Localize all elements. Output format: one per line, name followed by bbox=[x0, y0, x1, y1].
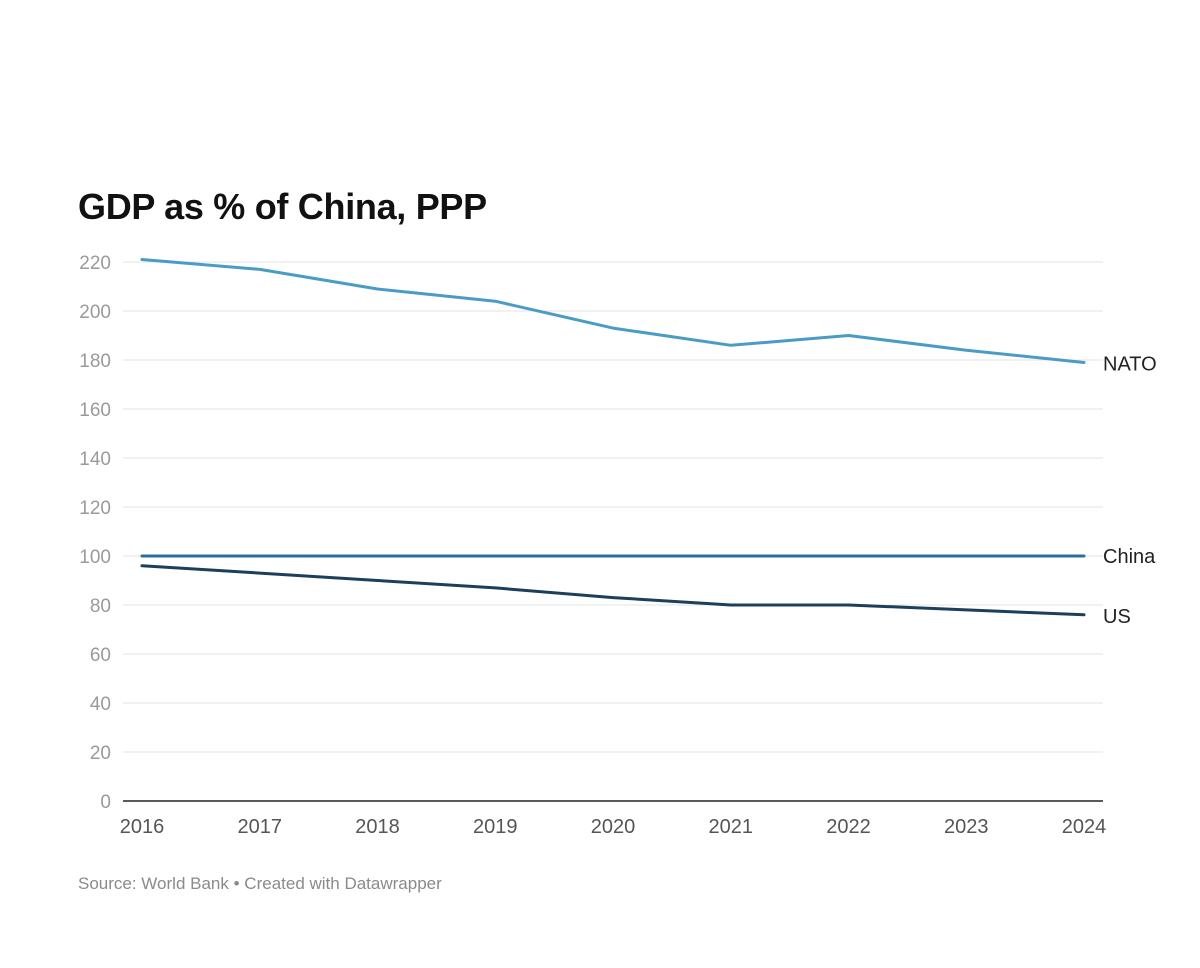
y-tick-label: 100 bbox=[79, 547, 111, 568]
data-point-us bbox=[140, 564, 144, 568]
data-point-china bbox=[493, 554, 497, 558]
data-point-china bbox=[729, 554, 733, 558]
data-point-china bbox=[1082, 554, 1086, 558]
x-tick-label: 2023 bbox=[944, 816, 989, 838]
data-point-us bbox=[258, 571, 262, 575]
x-tick-label: 2022 bbox=[826, 816, 871, 838]
y-tick-label: 120 bbox=[79, 498, 111, 519]
data-point-china bbox=[847, 554, 851, 558]
data-point-us bbox=[1082, 613, 1086, 617]
data-point-china bbox=[376, 554, 380, 558]
footer-separator: • bbox=[233, 874, 240, 893]
credit-text: Created with Datawrapper bbox=[244, 874, 442, 893]
data-point-us bbox=[729, 603, 733, 607]
y-tick-label: 20 bbox=[90, 743, 111, 764]
series-line-nato bbox=[140, 258, 1086, 364]
source-text: Source: World Bank bbox=[78, 874, 229, 893]
x-tick-label: 2017 bbox=[238, 816, 283, 838]
y-tick-label: 60 bbox=[90, 645, 111, 666]
y-tick-label: 180 bbox=[79, 351, 111, 372]
x-tick-label: 2024 bbox=[1062, 816, 1107, 838]
y-tick-label: 160 bbox=[79, 400, 111, 421]
y-axis-ticks: 0 20 40 60 80 100 120 140 160 180 200 220 bbox=[79, 253, 111, 813]
data-point-china bbox=[258, 554, 262, 558]
data-point-nato bbox=[493, 299, 497, 303]
x-tick-label: 2021 bbox=[709, 816, 754, 838]
x-tick-label: 2020 bbox=[591, 816, 636, 838]
data-point-china bbox=[140, 554, 144, 558]
series-lines bbox=[140, 258, 1086, 617]
x-tick-label: 2018 bbox=[355, 816, 400, 838]
data-point-us bbox=[611, 596, 615, 600]
y-tick-label: 200 bbox=[79, 302, 111, 323]
chart-footer: Source: World Bank • Created with Datawr… bbox=[78, 874, 442, 894]
data-point-us bbox=[847, 603, 851, 607]
data-point-nato bbox=[964, 348, 968, 352]
data-point-nato bbox=[258, 267, 262, 271]
data-point-nato bbox=[140, 258, 144, 262]
chart-title: GDP as % of China, PPP bbox=[78, 186, 487, 227]
series-labels: NATO China US bbox=[1103, 353, 1157, 627]
x-axis-ticks: 2016 2017 2018 2019 2020 2021 2022 2023 2024 bbox=[120, 816, 1107, 838]
data-point-china bbox=[611, 554, 615, 558]
data-point-nato bbox=[611, 326, 615, 330]
x-tick-label: 2016 bbox=[120, 816, 165, 838]
data-point-nato bbox=[847, 334, 851, 338]
gridlines bbox=[123, 261, 1103, 802]
y-tick-label: 80 bbox=[90, 596, 111, 617]
y-tick-label: 220 bbox=[79, 253, 111, 274]
x-tick-label: 2019 bbox=[473, 816, 518, 838]
data-point-us bbox=[376, 579, 380, 583]
series-label-us: US bbox=[1103, 606, 1131, 628]
y-tick-label: 140 bbox=[79, 449, 111, 470]
series-label-nato: NATO bbox=[1103, 353, 1157, 375]
data-point-nato bbox=[376, 287, 380, 291]
series-line-us bbox=[140, 564, 1086, 617]
data-point-nato bbox=[1082, 360, 1086, 364]
data-point-us bbox=[964, 608, 968, 612]
series-label-china: China bbox=[1103, 546, 1156, 568]
y-tick-label: 40 bbox=[90, 694, 111, 715]
data-point-us bbox=[493, 586, 497, 590]
y-tick-label: 0 bbox=[100, 792, 111, 813]
data-point-nato bbox=[729, 343, 733, 347]
data-point-china bbox=[964, 554, 968, 558]
